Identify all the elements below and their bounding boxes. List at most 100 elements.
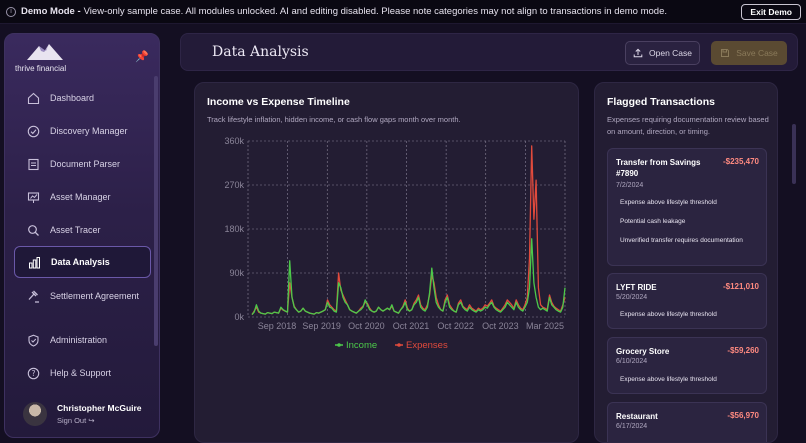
- sidebar-item-discovery-manager[interactable]: Discovery Manager: [14, 116, 151, 146]
- legend-marker: [337, 343, 341, 347]
- transaction-date: 6/17/2024: [616, 423, 648, 430]
- legend-marker: [397, 343, 401, 347]
- sidebar-item-document-parser[interactable]: Document Parser: [14, 149, 151, 179]
- series-line-expenses: [251, 145, 566, 315]
- upload-icon: [633, 48, 643, 58]
- flagged-card[interactable]: Grocery Store -$59,260 6/10/2024 Expense…: [607, 337, 767, 394]
- gavel-icon: [26, 289, 40, 303]
- flagged-subtitle: Expenses requiring documentation review …: [607, 115, 769, 136]
- sidebar-item-label: Data Analysis: [51, 257, 110, 267]
- save-case-button[interactable]: Save Case: [711, 41, 787, 65]
- presentation-chart-icon: [26, 190, 40, 204]
- demo-banner-text: View-only sample case. All modules unloc…: [83, 6, 667, 17]
- sidebar-item-data-analysis[interactable]: Data Analysis: [14, 246, 151, 278]
- transaction-amount: -$121,010: [722, 282, 759, 291]
- sidebar-item-asset-tracer[interactable]: Asset Tracer: [14, 215, 151, 245]
- open-case-label: Open Case: [649, 48, 692, 58]
- series-line-income: [251, 238, 566, 316]
- flagged-title: Flagged Transactions: [607, 96, 715, 108]
- income-expense-panel: Income vs Expense Timeline Track lifesty…: [194, 82, 579, 443]
- bar-chart-icon: [27, 255, 41, 269]
- logo[interactable]: thrive financial: [15, 42, 75, 78]
- flagged-transactions-panel: Flagged Transactions Expenses requiring …: [594, 82, 778, 443]
- exit-demo-button[interactable]: Exit Demo: [741, 4, 801, 20]
- page-scrollbar[interactable]: [792, 124, 796, 184]
- sidebar-scrollbar[interactable]: [154, 76, 158, 346]
- shield-check-icon: [26, 333, 40, 347]
- page-title: Data Analysis: [212, 44, 309, 60]
- sidebar-item-label: Asset Manager: [50, 192, 111, 202]
- sign-out-label: Sign Out: [57, 416, 87, 425]
- help-icon: ?: [26, 366, 40, 380]
- flag-reason: Unverified transfer requires documentati…: [620, 237, 743, 244]
- transaction-name: LYFT RIDE: [616, 283, 657, 292]
- svg-text:?: ?: [31, 369, 35, 378]
- flagged-card[interactable]: LYFT RIDE -$121,010 5/20/2024 Expense ab…: [607, 273, 767, 329]
- y-tick-label: 270k: [224, 180, 244, 190]
- user-name: Christopher McGuire: [57, 403, 142, 413]
- save-icon: [721, 49, 730, 57]
- sidebar-item-label: Dashboard: [50, 93, 95, 103]
- transaction-date: 6/10/2024: [616, 358, 648, 365]
- flagged-card[interactable]: Restaurant -$56,970 6/17/2024: [607, 402, 767, 442]
- legend-label: Expenses: [406, 340, 448, 351]
- home-icon: [26, 91, 40, 105]
- sidebar-item-label: Document Parser: [50, 159, 121, 169]
- sidebar-item-label: Settlement Agreement: [50, 291, 140, 301]
- open-case-button[interactable]: Open Case: [625, 41, 700, 65]
- flag-reason: Expense above lifestyle threshold: [620, 199, 717, 206]
- check-circle-icon: [26, 124, 40, 138]
- user-profile: Christopher McGuire Sign Out ↪: [23, 402, 142, 426]
- transaction-amount: -$56,970: [727, 411, 759, 420]
- search-icon: [26, 223, 40, 237]
- y-tick-label: 90k: [229, 268, 244, 278]
- x-tick-label: Mar 2025: [526, 321, 564, 331]
- sidebar-item-label: Administration: [50, 335, 108, 345]
- avatar[interactable]: [23, 402, 47, 426]
- save-case-label: Save Case: [736, 48, 778, 58]
- sidebar-item-settlement-agreement[interactable]: Settlement Agreement: [14, 281, 151, 311]
- flagged-card[interactable]: Transfer from Savings #7890 -$235,470 7/…: [607, 148, 767, 266]
- transaction-name: Transfer from Savings #7890: [616, 158, 701, 178]
- mountain-logo-icon: [27, 44, 63, 60]
- sidebar-item-administration[interactable]: Administration: [14, 325, 151, 355]
- transaction-amount: -$235,470: [722, 157, 759, 166]
- flag-reason: Expense above lifestyle threshold: [620, 376, 717, 383]
- transaction-amount: -$59,260: [727, 346, 759, 355]
- demo-mode-label: Demo Mode -: [21, 6, 81, 17]
- x-tick-label: Sep 2018: [258, 321, 297, 331]
- pin-icon[interactable]: 📌: [135, 51, 149, 63]
- transaction-name: Restaurant: [616, 412, 658, 421]
- sidebar-item-label: Discovery Manager: [50, 126, 128, 136]
- chart-subtitle: Track lifestyle inflation, hidden income…: [207, 115, 461, 124]
- transaction-name: Grocery Store: [616, 347, 670, 356]
- x-tick-label: Oct 2022: [437, 321, 474, 331]
- logout-icon: ↪: [88, 416, 95, 425]
- document-icon: [26, 157, 40, 171]
- x-tick-label: Sep 2019: [302, 321, 341, 331]
- transaction-date: 5/20/2024: [616, 294, 648, 301]
- info-icon: i: [6, 6, 16, 17]
- x-tick-label: Oct 2023: [482, 321, 519, 331]
- transaction-date: 7/2/2024: [616, 182, 644, 189]
- sidebar-item-help-support[interactable]: ? Help & Support: [14, 358, 151, 388]
- flag-reason: Expense above lifestyle threshold: [620, 311, 717, 318]
- y-tick-label: 0k: [234, 312, 244, 322]
- legend-label: Income: [346, 340, 377, 351]
- sidebar: thrive financial 📌 Dashboard Discovery M…: [4, 33, 160, 438]
- flag-reason: Potential cash leakage: [620, 218, 686, 225]
- x-tick-label: Oct 2021: [393, 321, 430, 331]
- timeline-chart[interactable]: 0k 90k 180k 270k 360k Sep 2018 Sep 2019 Oct 202…: [195, 131, 580, 361]
- demo-banner: i Demo Mode - View-only sample case. All…: [0, 0, 806, 24]
- chart-title: Income vs Expense Timeline: [207, 96, 350, 108]
- y-tick-label: 180k: [224, 224, 244, 234]
- y-tick-label: 360k: [224, 136, 244, 146]
- sidebar-item-asset-manager[interactable]: Asset Manager: [14, 182, 151, 212]
- sidebar-item-label: Help & Support: [50, 368, 112, 378]
- sidebar-item-label: Asset Tracer: [50, 225, 101, 235]
- page-header: Data Analysis Open Case Save Case: [180, 33, 798, 71]
- sign-out-link[interactable]: Sign Out ↪: [57, 416, 142, 425]
- sidebar-item-dashboard[interactable]: Dashboard: [14, 83, 151, 113]
- logo-text: thrive financial: [15, 64, 67, 73]
- x-tick-label: Oct 2020: [348, 321, 385, 331]
